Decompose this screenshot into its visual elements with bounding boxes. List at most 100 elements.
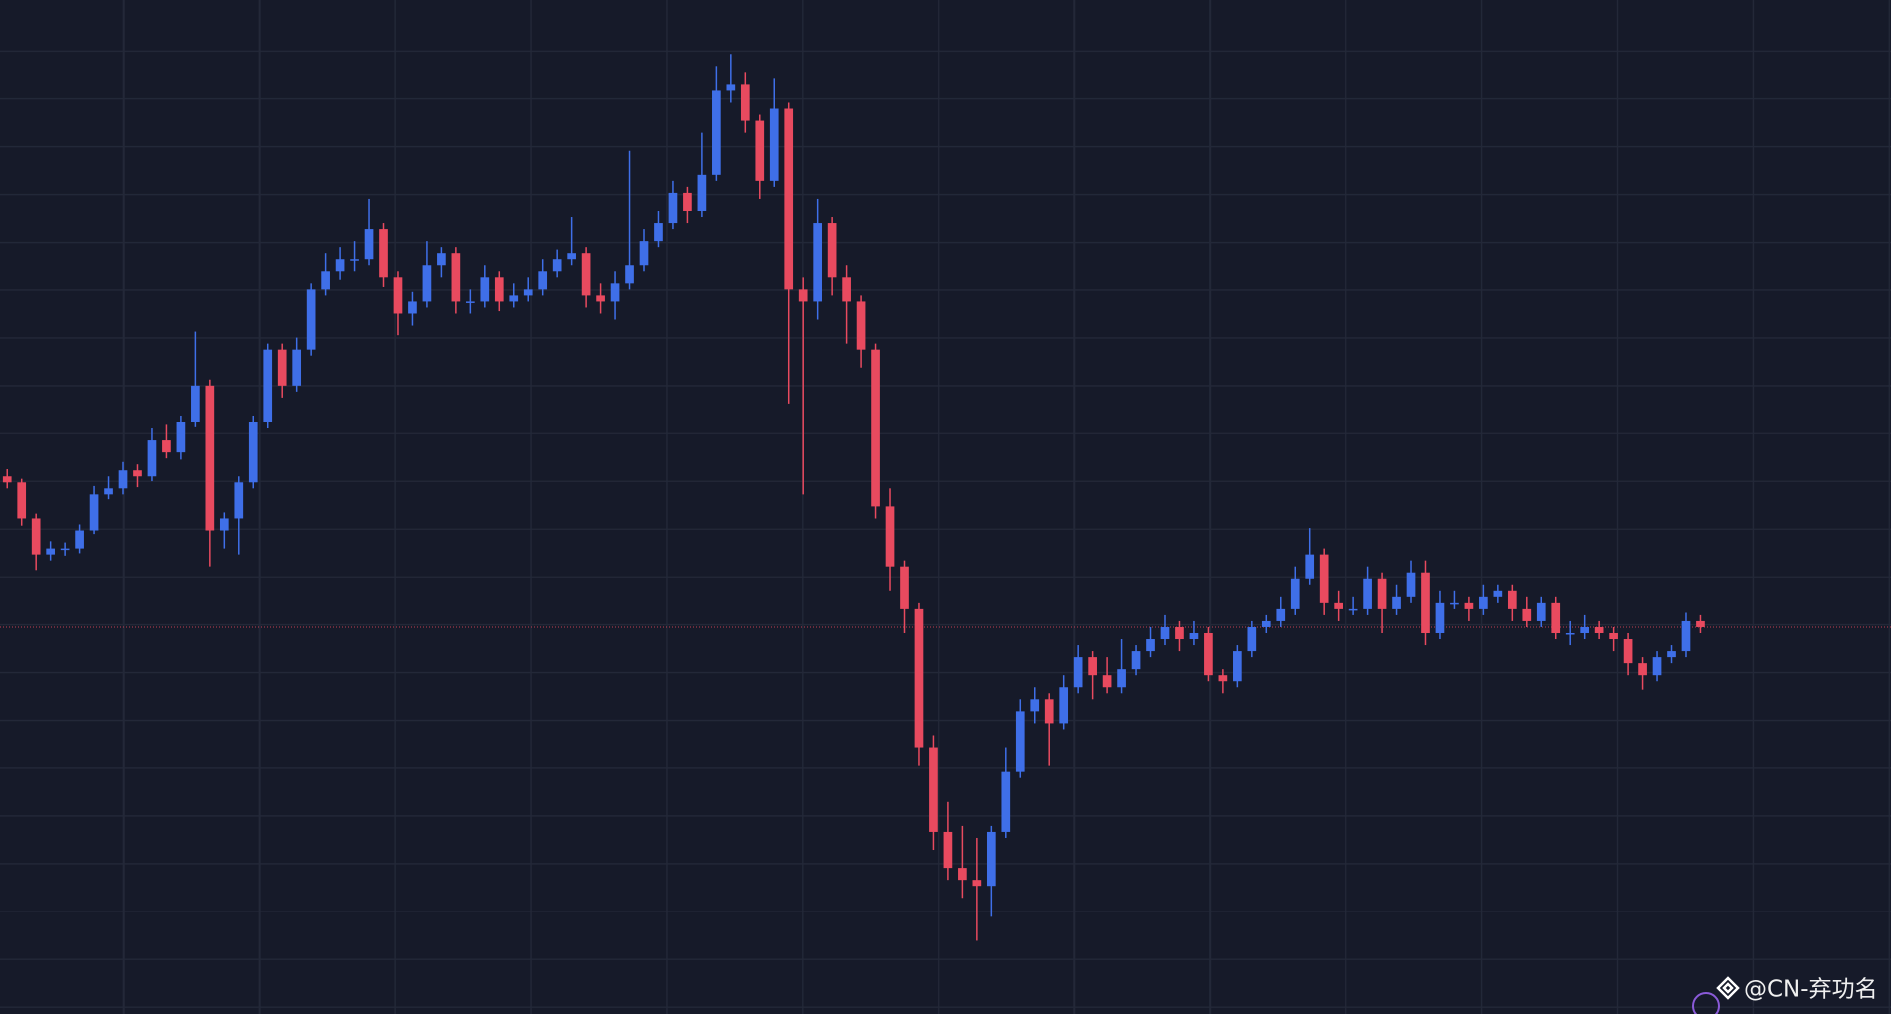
candle-body xyxy=(408,301,417,314)
watermark: @CN-弃功名 xyxy=(1744,977,1878,1003)
candle-body xyxy=(1059,687,1069,724)
candle-body xyxy=(1565,632,1575,635)
candle-body xyxy=(451,253,461,302)
candle-body xyxy=(1623,639,1633,664)
candle-body xyxy=(176,421,186,453)
candle-body xyxy=(234,482,244,519)
candle-body xyxy=(118,470,128,489)
candle-body xyxy=(205,385,215,531)
candle-body xyxy=(219,518,229,531)
candle-body xyxy=(827,223,837,278)
candles xyxy=(2,54,1705,941)
candle-body xyxy=(1218,675,1228,682)
candle-body xyxy=(1305,554,1315,579)
candle-body xyxy=(1406,572,1416,597)
candle-body xyxy=(1594,626,1604,633)
candle-body xyxy=(147,440,157,477)
candle-body xyxy=(769,108,779,181)
candle-body xyxy=(393,277,403,314)
candle-body xyxy=(494,277,504,302)
candle-body xyxy=(1522,608,1532,621)
candle-body xyxy=(712,90,721,175)
candle-body xyxy=(1334,602,1343,609)
candle-body xyxy=(1073,657,1083,688)
candle-body xyxy=(1377,578,1387,609)
candle-body xyxy=(1507,590,1517,609)
candle-body xyxy=(1319,554,1329,603)
candle-body xyxy=(552,259,562,272)
candle-body xyxy=(871,349,880,507)
candle-body xyxy=(1247,626,1257,652)
candle-body xyxy=(1290,578,1300,609)
candle-body xyxy=(1435,602,1445,633)
candle-body xyxy=(1652,657,1662,676)
candle-body xyxy=(885,506,895,567)
candle-body xyxy=(1015,711,1025,772)
candle-body xyxy=(1261,620,1271,627)
candle-body xyxy=(1030,699,1040,712)
candle-body xyxy=(509,295,519,302)
candle-body xyxy=(610,283,620,302)
candle-body xyxy=(1276,608,1286,621)
candle-body xyxy=(17,482,27,519)
candle-body xyxy=(1580,626,1590,633)
candle-body xyxy=(842,277,851,302)
candle-body xyxy=(1551,602,1561,633)
candle-body xyxy=(60,548,70,551)
candle-body xyxy=(277,349,287,386)
candle-body xyxy=(740,84,750,121)
candle-body xyxy=(523,289,533,296)
candle-body xyxy=(480,277,490,302)
candle-body xyxy=(856,301,866,350)
candle-body xyxy=(567,253,576,260)
candle-body xyxy=(900,566,909,609)
candle-body xyxy=(465,301,475,303)
candle-body xyxy=(972,880,982,887)
candle-body xyxy=(1001,771,1011,832)
candle-body xyxy=(1638,663,1647,676)
candle-body xyxy=(1493,590,1503,597)
candle-body xyxy=(1348,608,1358,611)
candle-body xyxy=(639,241,649,266)
candle-body xyxy=(755,120,765,181)
candle-body xyxy=(1146,639,1155,652)
candle-body xyxy=(104,488,113,495)
candle-body xyxy=(364,229,374,260)
candle-body xyxy=(1464,602,1474,609)
candle-body xyxy=(914,608,924,748)
candle-body xyxy=(581,253,591,296)
candle-body xyxy=(668,192,678,224)
candle-body xyxy=(133,470,142,477)
candle-body xyxy=(1536,602,1546,621)
candle-body xyxy=(726,84,736,91)
candle-body xyxy=(929,747,938,832)
candle-body xyxy=(958,868,967,881)
candle-body xyxy=(1189,632,1199,640)
candle-body xyxy=(292,349,302,386)
candle-body xyxy=(89,494,99,531)
candle-body xyxy=(321,271,330,290)
candle-body xyxy=(1421,572,1430,633)
candle-body xyxy=(943,831,953,869)
candle-body xyxy=(1117,669,1126,688)
candle-body xyxy=(1363,578,1372,609)
candle-body xyxy=(75,530,84,549)
candle-body xyxy=(422,265,432,302)
candle-body xyxy=(1609,632,1618,640)
candle-body xyxy=(1102,675,1112,688)
bolt-icon xyxy=(1692,992,1720,1014)
candle-body xyxy=(335,259,345,272)
candle-body xyxy=(1088,657,1097,676)
candle-body xyxy=(784,108,794,290)
candle-body xyxy=(596,295,605,302)
watermark-logo xyxy=(1716,976,1740,1000)
candle-body xyxy=(162,440,171,453)
candle-body xyxy=(1450,602,1459,605)
candle-body xyxy=(1044,699,1054,724)
candle-body xyxy=(2,476,12,483)
candle-body xyxy=(31,518,41,555)
candle-body xyxy=(986,831,996,887)
candle-body xyxy=(813,223,823,302)
